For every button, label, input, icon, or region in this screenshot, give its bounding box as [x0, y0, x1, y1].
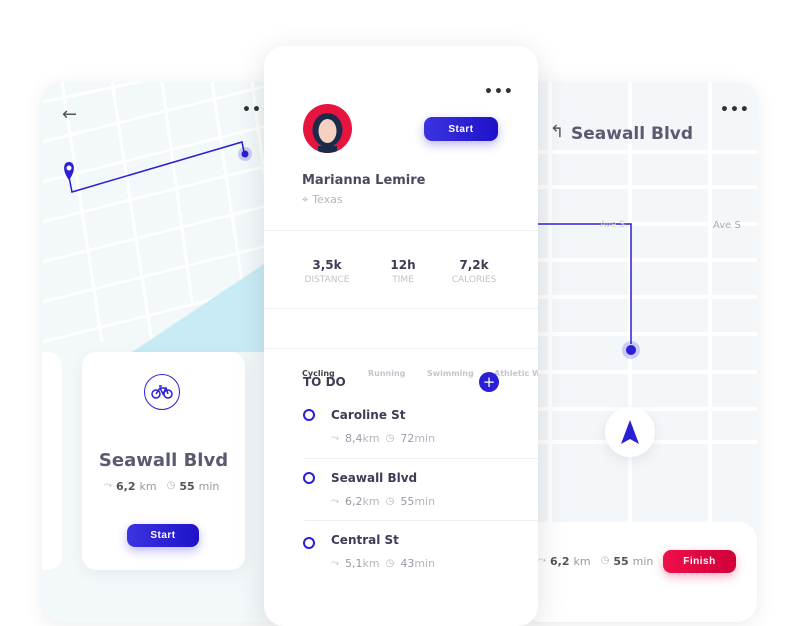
start-button[interactable]: Start: [127, 524, 199, 547]
distance-unit: km: [139, 480, 157, 493]
time-unit: min: [632, 555, 654, 568]
todo-title: Seawall Blvd: [331, 471, 418, 485]
recenter-button[interactable]: [605, 407, 655, 457]
user-name: Marianna Lemire: [302, 173, 426, 188]
time-unit: min: [414, 432, 436, 445]
clock-icon: ◷: [385, 496, 395, 507]
clock-icon: ◷: [385, 558, 395, 569]
time-unit: min: [414, 557, 436, 570]
map[interactable]: [42, 82, 282, 622]
todo-title: Caroline St: [331, 408, 406, 422]
start-button[interactable]: Start: [424, 117, 498, 141]
route-icon: ⤳: [331, 496, 339, 507]
todo-heading: TO DO: [303, 375, 346, 389]
todo-radio[interactable]: [303, 472, 315, 484]
time-value: 72: [400, 432, 415, 445]
todo-title: Central St: [331, 533, 399, 547]
location-pin-icon: ⌖: [302, 193, 309, 206]
todo-radio[interactable]: [303, 409, 315, 421]
divider: [303, 520, 538, 521]
street-label: Ave S: [600, 220, 626, 230]
map[interactable]: [520, 82, 757, 622]
time-value: 55: [613, 555, 629, 568]
street-title: Seawall Blvd: [571, 124, 694, 144]
distance-value: 6,2: [116, 480, 136, 493]
divider: [264, 348, 538, 349]
trip-summary-panel: ⤳ 6,2 km ◷ 55 min Finish: [520, 522, 757, 622]
distance-unit: km: [362, 557, 380, 570]
divider: [264, 308, 538, 309]
route-icon: ⤳: [104, 480, 112, 491]
navigation-screen: Ave S Ave S ••• ↰ Seawall Blvd ⤳ 6,2 km ◷ 5…: [520, 82, 757, 622]
time-value: 55: [400, 495, 415, 508]
route-icon: ⤳: [538, 555, 546, 566]
profile-screen: ••• Start Marianna Lemire ⌖ Texas 3,5k DIS…: [264, 46, 538, 626]
distance-unit: km: [362, 495, 380, 508]
distance-value: 6,2: [345, 495, 363, 508]
time-unit: min: [198, 480, 220, 493]
tab-athletic-walking[interactable]: Athletic Walking: [494, 369, 538, 378]
clock-icon: ◷: [385, 433, 395, 444]
stat-time: 12h TIME: [390, 258, 416, 285]
stat-distance: 3,5k DISTANCE: [304, 258, 350, 285]
distance-unit: km: [362, 432, 380, 445]
avatar[interactable]: [303, 104, 352, 153]
bicycle-icon: [144, 374, 180, 410]
distance-value: 5,1: [345, 557, 363, 570]
tab-running[interactable]: Running: [368, 369, 406, 378]
route-card-partial[interactable]: [42, 352, 62, 570]
route-title: Seawall Blvd: [98, 450, 229, 471]
distance-value: 6,2: [550, 555, 570, 568]
turn-left-icon: ↰: [550, 122, 565, 142]
user-location: Texas: [312, 193, 343, 206]
arrow-left-icon[interactable]: ←: [62, 104, 78, 125]
divider: [303, 458, 538, 459]
tab-cycling[interactable]: Cycling: [302, 369, 335, 378]
distance-unit: km: [573, 555, 591, 568]
divider: [264, 230, 538, 231]
distance-value: 8,4: [345, 432, 363, 445]
time-value: 55: [179, 480, 195, 493]
more-menu-icon[interactable]: •••: [484, 84, 514, 100]
route-icon: ⤳: [331, 433, 339, 444]
add-todo-button[interactable]: +: [479, 372, 499, 392]
route-icon: ⤳: [331, 558, 339, 569]
time-value: 43: [400, 557, 415, 570]
more-menu-icon[interactable]: •••: [242, 102, 272, 118]
plus-icon: +: [482, 373, 496, 391]
route-map-screen: ← ••• Seawall Blvd ⤳ 6,2 km ◷ 55 min Start: [42, 82, 282, 622]
todo-radio[interactable]: [303, 537, 315, 549]
clock-icon: ◷: [600, 555, 610, 566]
finish-button[interactable]: Finish: [663, 550, 736, 573]
clock-icon: ◷: [166, 480, 176, 491]
tab-swimming[interactable]: Swimming: [427, 369, 474, 378]
stat-calories: 7,2k CALORIES: [451, 258, 497, 285]
street-label: Ave S: [713, 220, 741, 231]
more-menu-icon[interactable]: •••: [720, 102, 750, 118]
navigation-arrow-icon: [621, 420, 639, 444]
time-unit: min: [414, 495, 436, 508]
route-card[interactable]: Seawall Blvd ⤳ 6,2 km ◷ 55 min Start: [82, 352, 245, 570]
